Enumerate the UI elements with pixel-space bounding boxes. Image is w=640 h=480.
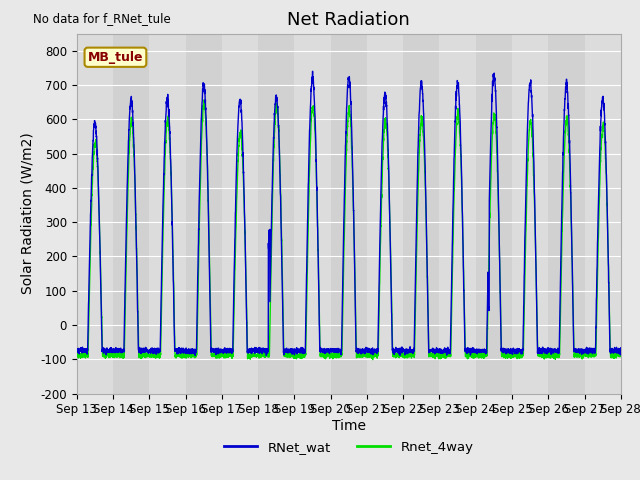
RNet_wat (308, 68, 316, 74)
Rnet_4way (502, 352, 509, 358)
Legend: RNet_wat, Rnet_4way: RNet_wat, Rnet_4way (219, 435, 479, 459)
Bar (222, 34, 258, 394)
Text: No data for f_RNet_tule: No data for f_RNet_tule (33, 12, 171, 25)
Bar (294, 34, 331, 394)
Rnet_4way (73, 349, 81, 355)
Line: Rnet_4way: Rnet_4way (77, 100, 621, 360)
Title: Net Radiation: Net Radiation (287, 11, 410, 29)
Bar (149, 34, 186, 394)
RNet_wat (502, 347, 509, 352)
Line: RNet_wat: RNet_wat (77, 71, 621, 356)
Bar (584, 34, 621, 394)
Bar (476, 34, 512, 394)
Rnet_4way (369, 357, 376, 362)
Rnet_4way (200, 97, 208, 103)
Bar (113, 34, 149, 394)
RNet_wat (262, 353, 270, 359)
Rnet_4way (471, 353, 479, 359)
Rnet_4way (171, 332, 179, 338)
Bar (548, 34, 584, 394)
Y-axis label: Solar Radiation (W/m2): Solar Radiation (W/m2) (21, 133, 35, 294)
Rnet_4way (329, 351, 337, 357)
Bar (258, 34, 294, 394)
Bar (186, 34, 222, 394)
RNet_wat (471, 347, 479, 352)
RNet_wat (73, 349, 81, 355)
RNet_wat (329, 348, 337, 353)
Bar (403, 34, 440, 394)
Bar (77, 34, 113, 394)
RNet_wat (441, 345, 449, 351)
Text: MB_tule: MB_tule (88, 51, 143, 64)
Bar (440, 34, 476, 394)
RNet_wat (617, 345, 625, 350)
Bar (512, 34, 548, 394)
Rnet_4way (616, 353, 624, 359)
Rnet_4way (441, 350, 449, 356)
Bar (331, 34, 367, 394)
Bar (367, 34, 403, 394)
RNet_wat (171, 342, 179, 348)
Rnet_4way (617, 353, 625, 359)
X-axis label: Time: Time (332, 419, 366, 433)
RNet_wat (616, 352, 624, 358)
